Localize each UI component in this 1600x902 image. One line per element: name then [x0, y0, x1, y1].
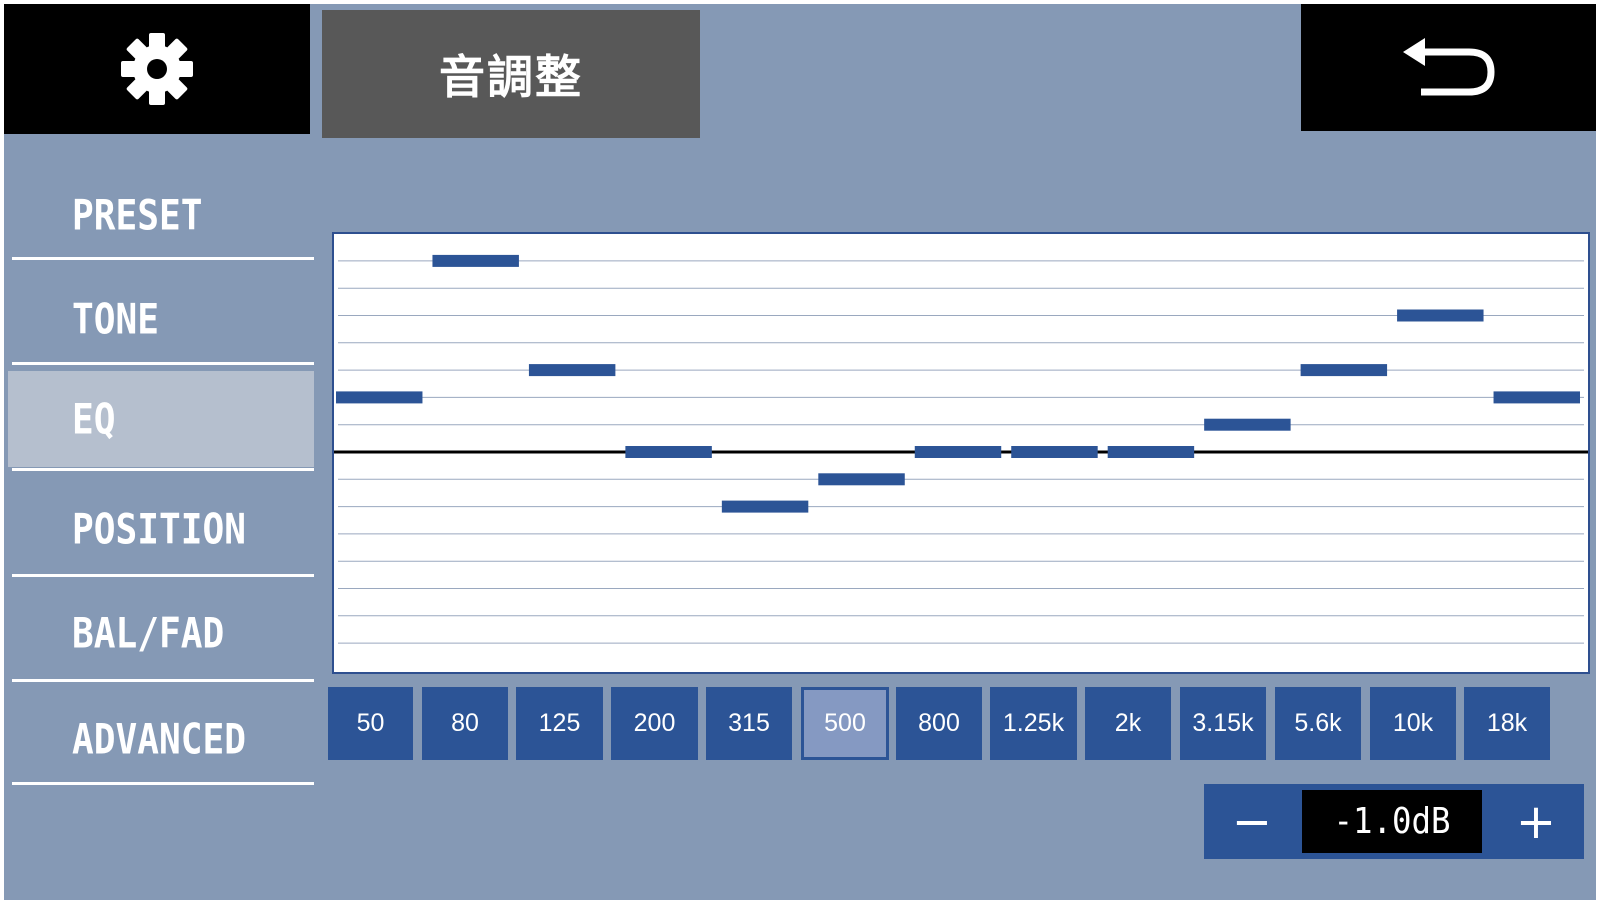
sidebar-item-bal-fad[interactable]: BAL/FAD [8, 582, 314, 683]
sidebar-divider [12, 574, 314, 577]
band-level-bar[interactable] [625, 446, 712, 458]
title-box: 音調整 [322, 10, 700, 138]
sidebar-item-label: EQ [72, 394, 116, 444]
band-button-18k[interactable]: 18k [1464, 687, 1550, 760]
band-level-bar[interactable] [1204, 418, 1291, 431]
gear-icon [121, 33, 193, 105]
band-button-1-25k[interactable]: 1.25k [990, 687, 1077, 760]
sidebar-item-advanced[interactable]: ADVANCED [8, 688, 314, 789]
sidebar-item-position[interactable]: POSITION [8, 478, 314, 579]
band-level-bar[interactable] [336, 391, 423, 404]
sidebar-divider [12, 257, 314, 260]
band-button-500[interactable]: 500 [801, 687, 889, 760]
band-level-bar[interactable] [914, 446, 1002, 458]
sidebar-item-tone[interactable]: TONE [8, 268, 314, 369]
band-level-bar[interactable] [528, 364, 616, 377]
band-button-50[interactable]: 50 [328, 687, 413, 760]
band-level-bar[interactable] [1011, 446, 1098, 458]
band-level-bar[interactable] [1107, 446, 1195, 458]
band-button-5-6k[interactable]: 5.6k [1275, 687, 1361, 760]
sidebar-item-eq[interactable]: EQ [8, 371, 314, 467]
decrease-button[interactable]: − [1231, 793, 1273, 850]
sidebar-item-label: POSITION [72, 504, 246, 553]
band-button-200[interactable]: 200 [611, 687, 698, 760]
sidebar-item-label: BAL/FAD [72, 608, 225, 657]
eq-screen: 音調整 PRESET TONE EQ POSITION BAL/FAD [4, 4, 1596, 900]
sidebar-item-preset[interactable]: PRESET [8, 164, 314, 265]
band-level-bar[interactable] [1397, 309, 1484, 322]
band-level-bar[interactable] [1493, 391, 1580, 404]
band-button-10k[interactable]: 10k [1370, 687, 1456, 760]
sidebar-divider [12, 782, 314, 785]
band-level-bar[interactable] [818, 473, 905, 486]
band-button-2k[interactable]: 2k [1085, 687, 1171, 760]
band-button-3-15k[interactable]: 3.15k [1180, 687, 1266, 760]
sidebar-item-label: ADVANCED [72, 714, 246, 763]
sidebar-divider [12, 468, 314, 471]
band-level-bar[interactable] [432, 254, 519, 267]
back-button[interactable] [1301, 4, 1596, 131]
value-control: − -1.0dB + [1204, 784, 1584, 859]
increase-button[interactable]: + [1515, 793, 1557, 850]
band-button-800[interactable]: 800 [896, 687, 982, 760]
settings-button[interactable] [4, 4, 310, 134]
sidebar-divider [12, 362, 314, 365]
return-arrow-icon [1402, 37, 1495, 95]
sidebar-divider [12, 679, 314, 682]
eq-graph-canvas [334, 254, 1588, 644]
band-button-125[interactable]: 125 [516, 687, 603, 760]
value-text: -1.0dB [1333, 801, 1451, 842]
sidebar-item-label: PRESET [72, 190, 203, 239]
page-title: 音調整 [439, 50, 583, 104]
band-button-80[interactable]: 80 [422, 687, 508, 760]
eq-graph[interactable] [332, 232, 1590, 674]
band-level-bar[interactable] [1300, 364, 1388, 377]
band-button-315[interactable]: 315 [706, 687, 792, 760]
sidebar-item-label: TONE [72, 294, 159, 343]
band-level-bar[interactable] [721, 500, 809, 513]
value-display: -1.0dB [1302, 790, 1482, 853]
